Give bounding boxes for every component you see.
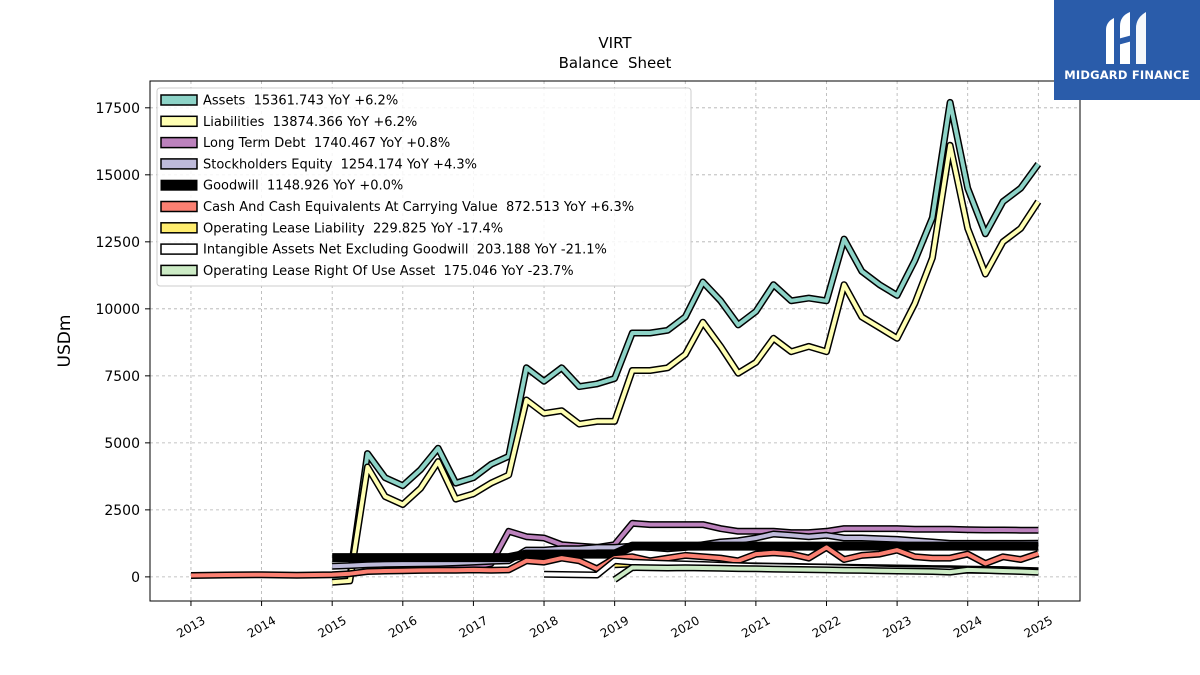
- x-tick-label: 2019: [598, 613, 631, 640]
- series-line-1: [331, 141, 1042, 586]
- x-tick-label: 2022: [810, 613, 843, 640]
- legend-label: Assets 15361.743 YoY +6.2%: [203, 94, 398, 109]
- series-line-2: [402, 519, 1039, 573]
- legend-swatch: [160, 200, 198, 213]
- x-tick-label: 2020: [669, 613, 702, 640]
- x-tick-label: 2021: [739, 613, 772, 640]
- legend-label: Stockholders Equity 1254.174 YoY +4.3%: [203, 157, 477, 172]
- chart-title: VIRT: [598, 34, 632, 52]
- legend-swatch: [160, 136, 198, 149]
- x-tick-label: 2013: [174, 613, 207, 640]
- legend-swatch: [160, 115, 198, 128]
- midgard-logo-icon: [1106, 12, 1146, 64]
- y-tick-label: 5000: [104, 436, 140, 452]
- brand-logo: MIDGARD FINANCE: [1054, 0, 1200, 100]
- y-tick-label: 2500: [104, 503, 140, 519]
- y-tick-label: 7500: [104, 369, 140, 385]
- series-line-8: [612, 564, 1039, 583]
- x-tick-label: 2023: [880, 613, 913, 640]
- x-tick-label: 2017: [457, 613, 490, 640]
- x-tick-label: 2014: [245, 613, 278, 640]
- legend-label: Cash And Cash Equivalents At Carrying Va…: [203, 200, 634, 215]
- series-line-0: [331, 98, 1042, 584]
- y-tick-label: 0: [131, 570, 140, 586]
- series-line-4: [332, 541, 1039, 563]
- series-lines: [190, 98, 1042, 586]
- chart-subtitle: Balance Sheet: [559, 54, 672, 72]
- legend-label: Operating Lease Liability 229.825 YoY -1…: [203, 221, 503, 236]
- x-tick-label: 2018: [527, 613, 560, 640]
- y-tick-label: 10000: [95, 302, 140, 318]
- legend-swatch: [160, 264, 198, 277]
- legend-frame: [156, 87, 692, 287]
- legend-swatch: [160, 243, 198, 255]
- legend-swatch: [160, 158, 198, 170]
- legend-label: Intangible Assets Net Excluding Goodwill…: [203, 243, 607, 258]
- legend-label: Long Term Debt 1740.467 YoY +0.8%: [203, 136, 450, 151]
- y-tick-label: 15000: [95, 168, 140, 184]
- legend-swatch: [160, 94, 198, 106]
- brand-name: MIDGARD FINANCE: [1064, 68, 1190, 82]
- x-tick-label: 2025: [1022, 613, 1055, 640]
- legend-swatch: [160, 222, 198, 234]
- y-tick-label: 17500: [95, 101, 140, 117]
- legend-swatch: [160, 179, 198, 191]
- x-tick-label: 2015: [315, 613, 348, 640]
- y-tick-label: 12500: [95, 235, 140, 251]
- legend-label: Operating Lease Right Of Use Asset 175.0…: [203, 264, 574, 279]
- legend-label: Liabilities 13874.366 YoY +6.2%: [203, 115, 417, 130]
- x-tick-label: 2024: [951, 613, 984, 640]
- x-tick-label: 2016: [386, 613, 419, 640]
- y-axis-label: USDm: [55, 315, 75, 368]
- legend: Assets 15361.743 YoY +6.2% Liabilities 13…: [156, 87, 692, 287]
- legend-label: Goodwill 1148.926 YoY +0.0%: [203, 179, 403, 194]
